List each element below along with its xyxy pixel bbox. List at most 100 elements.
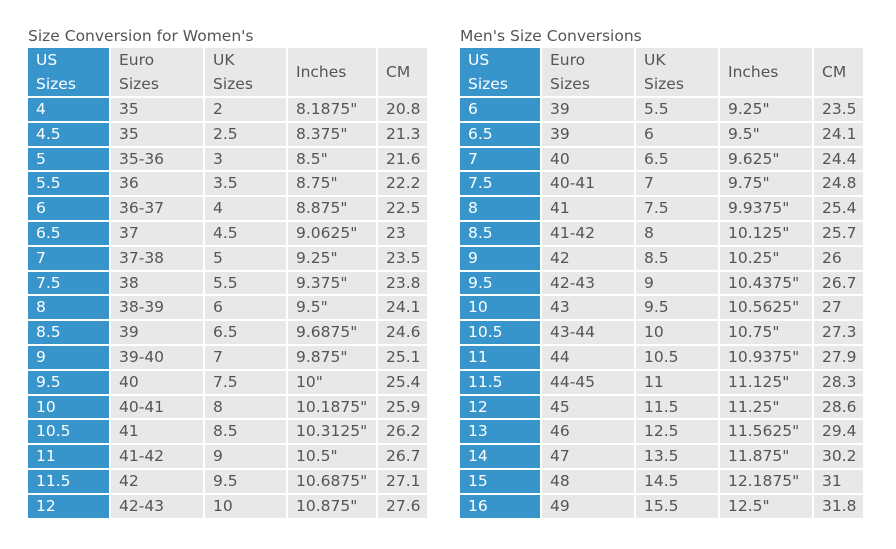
women-header-text: UK (213, 51, 235, 69)
women-table-row: 10 40-41 8 10.1875" 25.9 (28, 395, 427, 419)
men-table-row: 10.5 43-44 10 10.75" 27.3 (460, 321, 863, 344)
men-table-row: 15 48 14.5 12.1875" 31 (460, 469, 863, 493)
women-cell-euro-sizes: 42 (111, 469, 203, 493)
women-cell-euro-sizes: 41-42 (111, 445, 203, 468)
women-cell-us-sizes: 10.5 (28, 420, 109, 444)
men-cell-uk-sizes: 8.5 (636, 246, 718, 270)
women-cell-inches: 10" (288, 370, 376, 394)
men-cell-euro-sizes: 47 (542, 445, 634, 468)
women-cell-uk-sizes: 4.5 (205, 221, 286, 245)
women-table-row: 6.5 37 4.5 9.0625" 23 (28, 221, 427, 245)
men-cell-us-sizes: 11 (460, 345, 540, 369)
women-cell-uk-sizes: 6.5 (205, 321, 286, 344)
men-table-row: 9 42 8.5 10.25" 26 (460, 246, 863, 270)
women-header-uk-sizes: UK Sizes (205, 48, 286, 96)
men-cell-uk-sizes: 5.5 (636, 98, 718, 121)
women-cell-us-sizes: 4.5 (28, 122, 109, 146)
men-cell-inches: 10.4375" (720, 271, 812, 295)
men-cell-cm: 27.3 (814, 321, 863, 344)
women-cell-inches: 8.1875" (288, 98, 376, 121)
men-cell-inches: 10.5625" (720, 296, 812, 320)
women-table-title: Size Conversion for Women's (28, 27, 254, 45)
men-cell-uk-sizes: 13.5 (636, 445, 718, 468)
men-cell-us-sizes: 13 (460, 420, 540, 444)
women-cell-euro-sizes: 36 (111, 172, 203, 196)
men-table-body: 6 39 5.5 9.25" 23.5 6.5 39 6 9.5" 24.1 7 40 6.5 9.625… (460, 98, 863, 518)
women-cell-euro-sizes: 42-43 (111, 494, 203, 518)
women-header-text: Sizes (119, 75, 159, 93)
men-cell-cm: 24.1 (814, 122, 863, 146)
men-size-table: US Sizes Euro Sizes UK Sizes Inches CM 6 39 5.5 9.… (458, 46, 865, 520)
women-table-row: 7 37-38 5 9.25" 23.5 (28, 246, 427, 270)
women-cell-cm: 23.5 (378, 246, 427, 270)
men-cell-uk-sizes: 11.5 (636, 395, 718, 419)
women-cell-cm: 21.3 (378, 122, 427, 146)
men-table-title: Men's Size Conversions (460, 27, 642, 45)
men-table-row: 6.5 39 6 9.5" 24.1 (460, 122, 863, 146)
men-cell-uk-sizes: 10 (636, 321, 718, 344)
men-header-text: Sizes (644, 75, 684, 93)
men-header-text: CM (822, 63, 847, 81)
women-cell-us-sizes: 11 (28, 445, 109, 468)
men-cell-us-sizes: 16 (460, 494, 540, 518)
men-cell-uk-sizes: 7.5 (636, 197, 718, 220)
women-cell-us-sizes: 7 (28, 246, 109, 270)
men-cell-euro-sizes: 39 (542, 122, 634, 146)
women-cell-uk-sizes: 6 (205, 296, 286, 320)
women-cell-cm: 21.6 (378, 147, 427, 171)
men-cell-inches: 10.9375" (720, 345, 812, 369)
women-size-section: Size Conversion for Women's US Sizes Euro S… (28, 26, 429, 520)
women-cell-uk-sizes: 7 (205, 345, 286, 369)
women-cell-inches: 8.5" (288, 147, 376, 171)
men-cell-euro-sizes: 42 (542, 246, 634, 270)
men-cell-cm: 26.7 (814, 271, 863, 295)
women-cell-uk-sizes: 3 (205, 147, 286, 171)
men-cell-cm: 24.8 (814, 172, 863, 196)
men-table-row: 13 46 12.5 11.5625" 29.4 (460, 420, 863, 444)
men-cell-uk-sizes: 6.5 (636, 147, 718, 171)
women-cell-cm: 25.9 (378, 395, 427, 419)
men-cell-euro-sizes: 48 (542, 469, 634, 493)
women-cell-cm: 25.1 (378, 345, 427, 369)
women-cell-us-sizes: 12 (28, 494, 109, 518)
men-table-row: 9.5 42-43 9 10.4375" 26.7 (460, 271, 863, 295)
men-cell-cm: 28.6 (814, 395, 863, 419)
men-table-row: 7 40 6.5 9.625" 24.4 (460, 147, 863, 171)
men-table-row: 8.5 41-42 8 10.125" 25.7 (460, 221, 863, 245)
men-cell-inches: 11.25" (720, 395, 812, 419)
women-header-text: US (36, 51, 58, 69)
women-table-row: 11 41-42 9 10.5" 26.7 (28, 445, 427, 468)
men-cell-inches: 11.125" (720, 370, 812, 394)
men-cell-inches: 9.9375" (720, 197, 812, 220)
women-cell-uk-sizes: 8 (205, 395, 286, 419)
men-cell-inches: 10.75" (720, 321, 812, 344)
men-header-text: Sizes (550, 75, 590, 93)
women-cell-euro-sizes: 39 (111, 321, 203, 344)
men-size-section: Men's Size Conversions US Sizes Euro Sizes U… (460, 26, 865, 520)
men-cell-cm: 25.7 (814, 221, 863, 245)
women-cell-euro-sizes: 35 (111, 122, 203, 146)
men-cell-us-sizes: 12 (460, 395, 540, 419)
men-cell-inches: 9.625" (720, 147, 812, 171)
men-cell-inches: 12.1875" (720, 469, 812, 493)
men-header-text: UK (644, 51, 666, 69)
men-cell-inches: 11.875" (720, 445, 812, 468)
women-cell-uk-sizes: 3.5 (205, 172, 286, 196)
men-cell-uk-sizes: 9.5 (636, 296, 718, 320)
men-cell-us-sizes: 9 (460, 246, 540, 270)
women-size-table: US Sizes Euro Sizes UK Sizes Inches CM 4 35 2 8.18… (26, 46, 429, 520)
women-cell-cm: 25.4 (378, 370, 427, 394)
men-cell-cm: 29.4 (814, 420, 863, 444)
women-cell-inches: 10.1875" (288, 395, 376, 419)
women-cell-us-sizes: 10 (28, 395, 109, 419)
women-cell-cm: 26.2 (378, 420, 427, 444)
women-cell-euro-sizes: 41 (111, 420, 203, 444)
men-cell-cm: 30.2 (814, 445, 863, 468)
women-table-row: 10.5 41 8.5 10.3125" 26.2 (28, 420, 427, 444)
men-cell-uk-sizes: 15.5 (636, 494, 718, 518)
men-header-cm: CM (814, 48, 863, 96)
men-table-row: 7.5 40-41 7 9.75" 24.8 (460, 172, 863, 196)
women-cell-uk-sizes: 2 (205, 98, 286, 121)
men-cell-cm: 25.4 (814, 197, 863, 220)
women-cell-uk-sizes: 9.5 (205, 469, 286, 493)
